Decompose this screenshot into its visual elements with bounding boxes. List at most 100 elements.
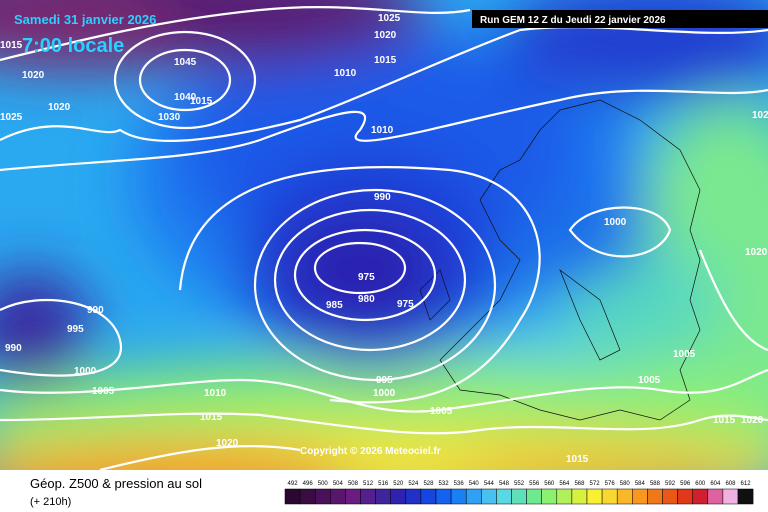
scale-label: 528	[423, 481, 434, 487]
isobar-label: 1015	[566, 454, 589, 465]
isobar-label: 1015	[374, 55, 397, 66]
scale-label: 596	[680, 481, 691, 487]
isobar-label: 1000	[74, 366, 97, 377]
scale-label: 560	[544, 481, 555, 487]
isobar-label: 1000	[373, 388, 396, 399]
scale-label: 584	[635, 481, 646, 487]
scale-label: 496	[303, 481, 314, 487]
scale-label: 608	[725, 481, 736, 487]
scale-cell	[390, 488, 407, 505]
isobar-label: 1015	[190, 96, 213, 107]
scale-cell	[465, 488, 482, 505]
scale-label: 556	[529, 481, 540, 487]
scale-label: 552	[514, 481, 525, 487]
time: 7:00 locale	[22, 35, 124, 57]
scale-label: 564	[559, 481, 570, 487]
scale-label: 548	[499, 481, 510, 487]
isobar-label: 1005	[638, 375, 661, 386]
isobar-label: 1020	[48, 102, 71, 113]
isobar-label: 1030	[158, 112, 181, 123]
scale-label: 580	[620, 481, 631, 487]
isobar-label: 1020	[22, 70, 45, 81]
scale-cell	[737, 488, 754, 505]
scale-cell	[662, 488, 678, 505]
scale-label: 520	[393, 481, 404, 487]
scale-label: 492	[288, 481, 299, 487]
scale-cell	[526, 488, 542, 505]
scale-label: 568	[574, 481, 585, 487]
scale-cell	[314, 488, 331, 505]
scale-label: 540	[469, 481, 480, 487]
isobar-label: 1015	[200, 412, 223, 423]
scale-label: 612	[741, 481, 752, 487]
isobar-label: 980	[358, 294, 375, 305]
isobar-label: 985	[326, 300, 343, 311]
isobar-label: 1000	[604, 217, 627, 228]
isobar-label: 1015	[713, 415, 736, 426]
scale-label: 524	[408, 481, 419, 487]
isobar-label: 1015	[0, 40, 23, 51]
isobar-label: 990	[87, 305, 104, 316]
isobar-label: 102	[752, 110, 768, 121]
isobar-label: 990	[374, 192, 391, 203]
scale-label: 516	[378, 481, 389, 487]
scale-cell	[722, 488, 739, 505]
scale-label: 532	[439, 481, 450, 487]
isobar-label: 1010	[204, 388, 227, 399]
legend-title: Géop. Z500 & pression au sol	[30, 476, 202, 491]
isobar-label: 990	[5, 343, 22, 354]
scale-cell	[601, 488, 618, 505]
isobar-label: 995	[376, 375, 393, 386]
scale-cell	[632, 488, 648, 505]
scale-label: 504	[333, 481, 344, 487]
scale-cell	[496, 488, 512, 505]
scale-label: 500	[318, 481, 329, 487]
isobar-label: 975	[358, 272, 375, 283]
scale-cell	[450, 488, 467, 505]
isobar-label: 1020	[374, 30, 397, 41]
isobar-label: 1020	[745, 247, 768, 258]
isobar-label: 1020	[741, 415, 764, 426]
lead-time: (+ 210h)	[30, 496, 71, 508]
scale-cell	[345, 488, 361, 505]
scale-cell	[481, 488, 497, 505]
scale-cell	[511, 488, 527, 505]
isobar-label: 1005	[430, 406, 453, 417]
date: Samedi 31 janvier 2026	[14, 12, 156, 27]
isobar-label: 1025	[378, 13, 401, 24]
scale-cell	[299, 488, 316, 505]
scale-cell	[677, 488, 693, 505]
isobars	[0, 6, 768, 470]
scale-cell	[586, 488, 603, 505]
run-box	[472, 10, 768, 28]
isobar-label: 975	[397, 299, 414, 310]
scale-cell	[330, 488, 346, 505]
isobar-label: 1005	[673, 349, 696, 360]
scale-label: 512	[363, 481, 374, 487]
scale-cell	[616, 488, 633, 505]
isobar-label: 1010	[334, 68, 357, 79]
scale-cell	[420, 488, 437, 505]
scale-label: 572	[590, 481, 601, 487]
isobar-label: 1040	[174, 92, 197, 103]
run-info: Run GEM 12 Z du Jeudi 22 janvier 2026	[480, 15, 666, 26]
scale-cell	[707, 488, 724, 505]
scale-label: 576	[605, 481, 616, 487]
scale-cell	[360, 488, 376, 505]
copyright: Copyright © 2026 Meteociel.fr	[300, 446, 441, 457]
scale-label: 544	[484, 481, 495, 487]
scale-cell	[405, 488, 422, 505]
scale-cell	[284, 488, 301, 505]
scale-cell	[435, 488, 452, 505]
scale-cell	[556, 488, 573, 505]
scale-label: 604	[710, 481, 721, 487]
scale-cell	[375, 488, 391, 505]
scale-label: 600	[695, 481, 706, 487]
scale-label: 508	[348, 481, 359, 487]
isobar-label: 1045	[174, 57, 197, 68]
scale-label: 588	[650, 481, 661, 487]
scale-label: 592	[665, 481, 676, 487]
scale-cell	[571, 488, 588, 505]
